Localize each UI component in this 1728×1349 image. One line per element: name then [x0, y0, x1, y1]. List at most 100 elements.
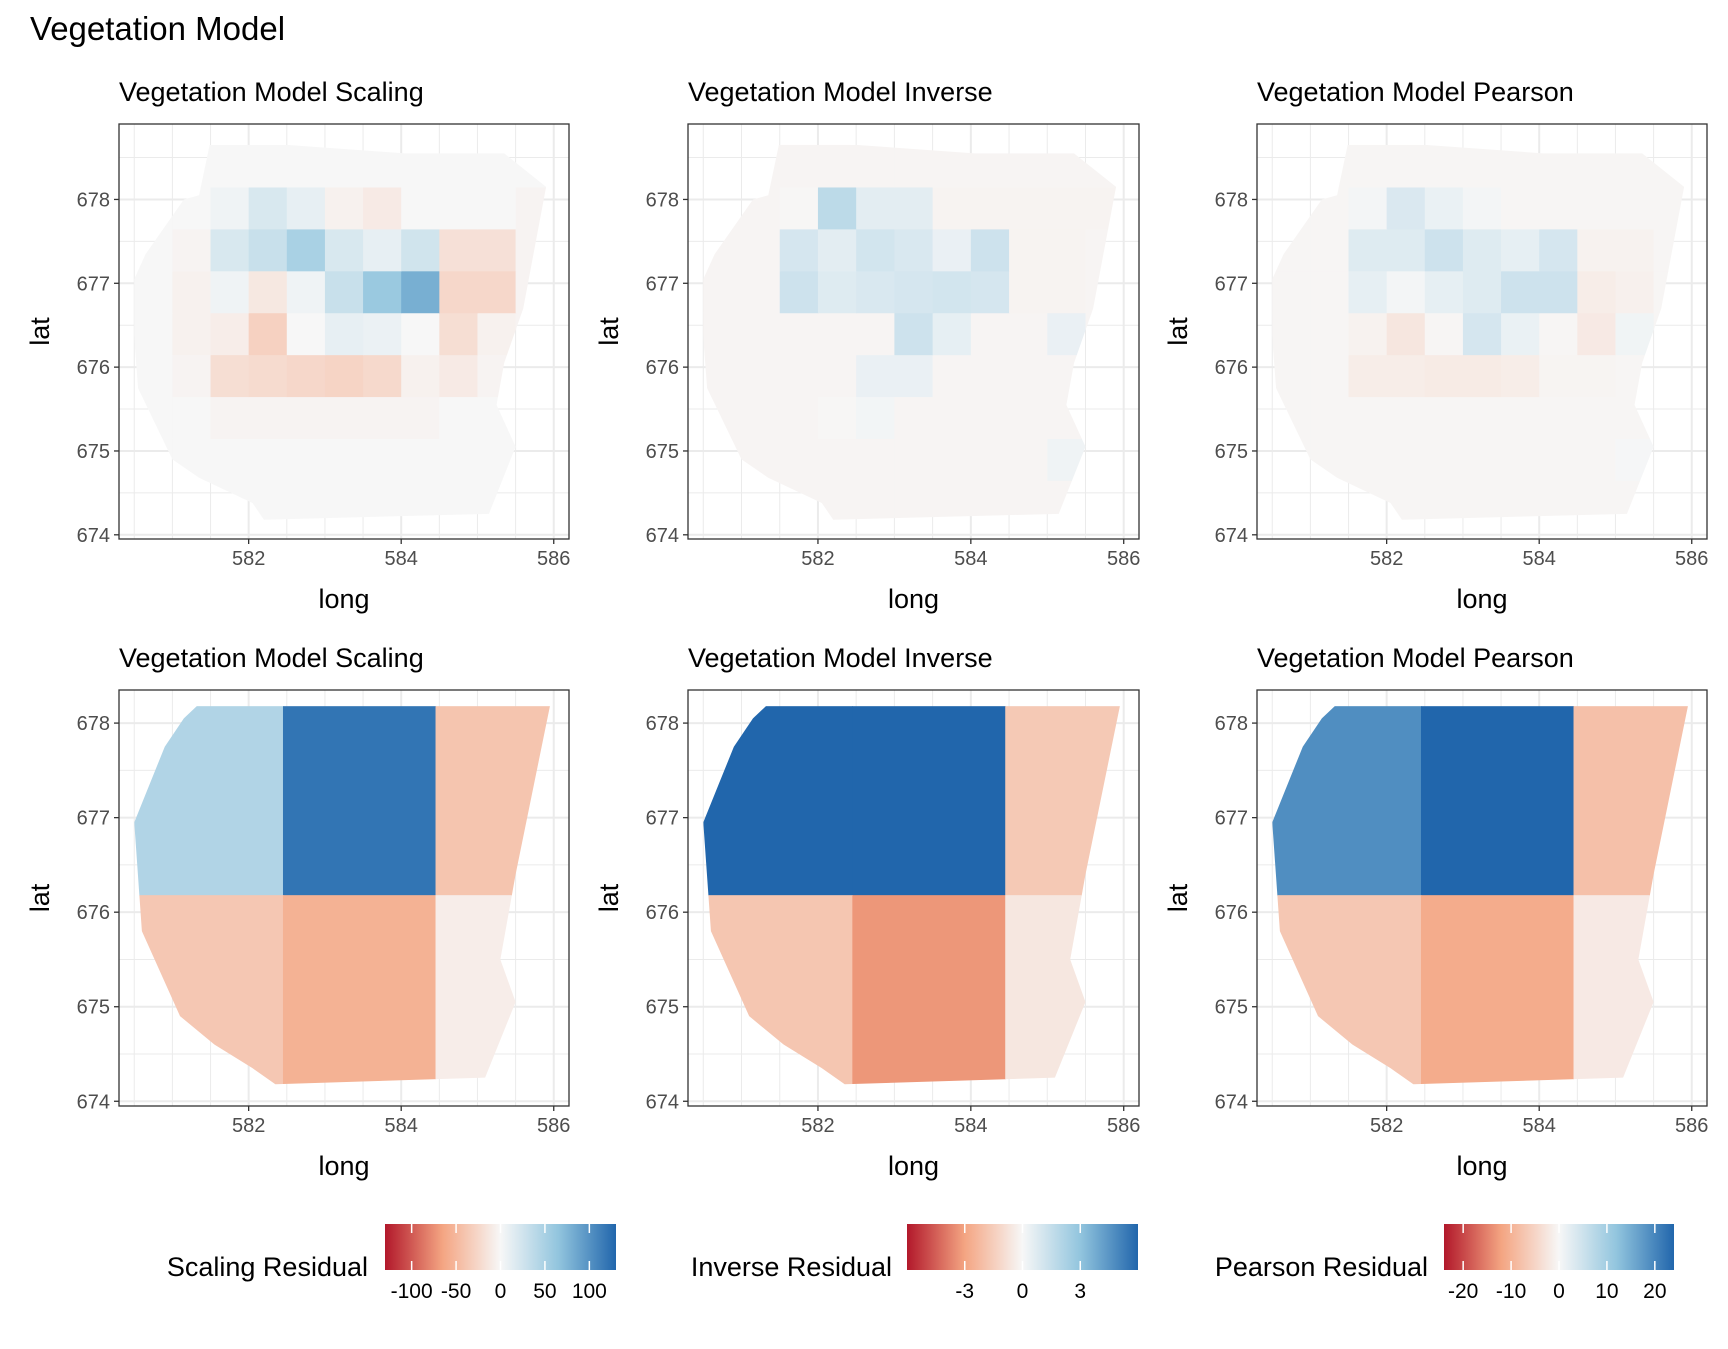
heatmap-tile [477, 396, 517, 439]
heatmap-tile [779, 312, 819, 356]
y-tick-label: 675 [77, 441, 110, 463]
heatmap-tile [324, 186, 364, 230]
y-tick-label: 675 [1215, 441, 1248, 463]
y-axis-label: lat [25, 317, 55, 346]
heatmap-tile [1009, 270, 1048, 314]
heatmap-tile [1047, 354, 1087, 398]
heatmap-tile [324, 144, 364, 188]
figure-title: Vegetation Model [30, 10, 285, 47]
heatmap-tile [286, 312, 326, 356]
y-axis-label: lat [594, 883, 624, 912]
heatmap-tile [401, 396, 440, 439]
heatmap-tile [172, 186, 212, 230]
heatmap-tile [439, 144, 479, 188]
heatmap-tile [172, 354, 212, 398]
heatmap-tile [1539, 396, 1578, 439]
legend-tick-label: 0 [1017, 1280, 1029, 1303]
legend-tick-label: 3 [1074, 1280, 1086, 1303]
heatmap-tile [1424, 228, 1464, 272]
heatmap-tile [1501, 312, 1540, 356]
heatmap-tile [1047, 396, 1087, 439]
heatmap-tile [1386, 396, 1426, 439]
heatmap-tile [817, 354, 857, 398]
heatmap-tile [1539, 270, 1578, 314]
heatmap-tile [210, 270, 250, 314]
heatmap-tile [1310, 396, 1350, 439]
x-tick-label: 582 [801, 548, 834, 570]
heatmap-tile [741, 270, 781, 314]
x-tick-label: 586 [1107, 548, 1140, 570]
x-axis-label: long [1456, 584, 1507, 614]
heatmap-tile [741, 186, 781, 230]
y-tick-label: 677 [646, 273, 679, 295]
heatmap-tile [515, 228, 547, 272]
y-tick-label: 674 [646, 1091, 679, 1113]
heatmap-tile [134, 186, 173, 230]
heatmap-tile [1653, 228, 1685, 272]
heatmap-tile [172, 312, 212, 356]
legend-tick-label: 10 [1595, 1280, 1618, 1303]
heatmap-tile [515, 480, 547, 520]
heatmap-tile [1615, 396, 1655, 439]
heatmap-tile [1615, 354, 1655, 398]
heatmap-tile [172, 144, 212, 188]
heatmap-tile [1085, 144, 1117, 188]
heatmap-tile [1653, 480, 1685, 520]
heatmap-tile [515, 270, 547, 314]
heatmap-tile [1501, 228, 1540, 272]
heatmap-tile [1085, 438, 1117, 481]
heatmap-tile [1310, 312, 1350, 356]
x-tick-label: 586 [537, 1115, 570, 1137]
heatmap-tile [1615, 228, 1655, 272]
x-tick-label: 582 [1370, 1115, 1403, 1137]
panel-title: Vegetation Model Pearson [1257, 643, 1574, 673]
heatmap-tile [363, 438, 402, 481]
heatmap-tile [894, 312, 934, 356]
heatmap-tile [1085, 228, 1117, 272]
legend-tick-label: 50 [533, 1280, 556, 1303]
heatmap-tile [1272, 312, 1311, 356]
heatmap-tile [1462, 396, 1502, 439]
heatmap-tile [1009, 228, 1048, 272]
heatmap-tile [134, 354, 173, 398]
heatmap-tile [703, 396, 743, 439]
heatmap-tile [1539, 354, 1578, 398]
heatmap-tile [1272, 270, 1311, 314]
heatmap-tile [1310, 438, 1350, 481]
x-tick-label: 582 [232, 548, 265, 570]
heatmap-tile [894, 480, 934, 520]
heatmap-tile [1539, 144, 1578, 188]
heatmap-tile [1577, 396, 1617, 439]
panel-border [687, 689, 1140, 1107]
heatmap-tile [1272, 438, 1311, 481]
heatmap-tile [1348, 438, 1388, 481]
heatmap-tile [1047, 312, 1087, 356]
heatmap-tile [856, 228, 895, 272]
heatmap-tile [1085, 354, 1117, 398]
heatmap-tile [477, 228, 517, 272]
heatmap-tile [363, 354, 402, 398]
heatmap-tile [932, 144, 972, 188]
heatmap-tile [894, 144, 934, 188]
heatmap-tile [741, 438, 781, 481]
heatmap-tile [210, 354, 250, 398]
x-tick-label: 586 [1107, 1115, 1140, 1137]
heatmap-tile [1386, 312, 1426, 356]
heatmap-tile [856, 480, 895, 520]
heatmap-tiles [134, 706, 550, 1085]
heatmap-tile [286, 270, 326, 314]
heatmap-tile [817, 312, 857, 356]
heatmap-tile [1348, 480, 1388, 520]
heatmap-tile [970, 396, 1010, 439]
heatmap-tile [1539, 480, 1578, 520]
heatmap-tile [477, 312, 517, 356]
heatmap-tile [856, 438, 895, 481]
heatmap-tile [703, 480, 743, 520]
heatmap-tile [1653, 396, 1685, 439]
heatmap-tile [1047, 438, 1087, 481]
heatmap-tile [248, 270, 288, 314]
heatmap-tile [210, 480, 250, 520]
heatmap-tile [1009, 438, 1048, 481]
y-tick-label: 675 [77, 997, 110, 1019]
